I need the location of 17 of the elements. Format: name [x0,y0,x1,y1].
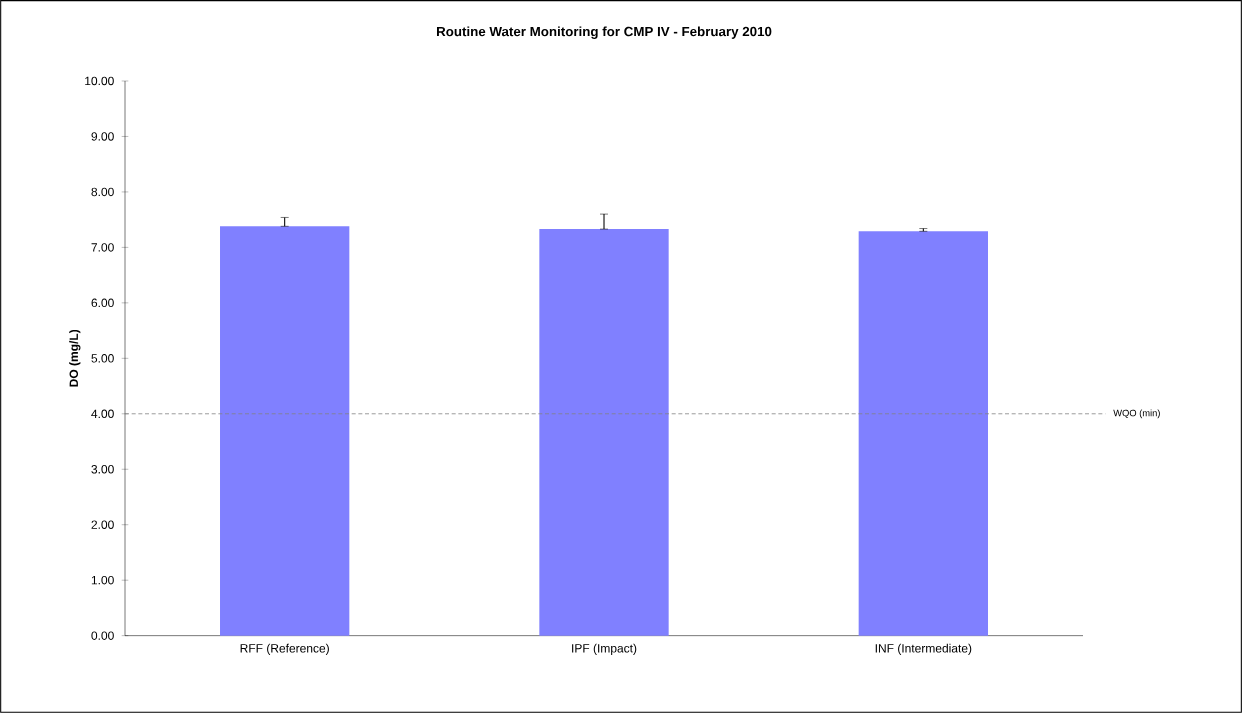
x-tick-label: IPF (Impact) [572,643,637,655]
y-axis-title: DO (mg/L) [69,329,81,387]
chart-title: Routine Water Monitoring for CMP IV - February 2010 [436,26,772,39]
y-tick-label: 8.00 [91,187,114,197]
y-tick-label: 6.00 [91,298,114,308]
y-tick-label: 2.00 [91,520,114,529]
y-tick-label: 10.00 [85,76,114,86]
y-tick-label: 5.00 [91,354,114,363]
x-tick-label: INF (Intermediate) [875,643,972,655]
y-tick-label: 9.00 [91,132,114,141]
y-tick-label: 1.00 [91,575,114,585]
y-tick-label: 0.00 [91,631,114,640]
x-tick-label: RFF (Reference) [240,643,329,655]
y-tick-label: 3.00 [91,465,114,474]
ref-line-label: WQO (min) [1113,409,1160,419]
y-tick-label: 4.00 [91,409,114,419]
y-tick-label: 7.00 [91,243,114,252]
